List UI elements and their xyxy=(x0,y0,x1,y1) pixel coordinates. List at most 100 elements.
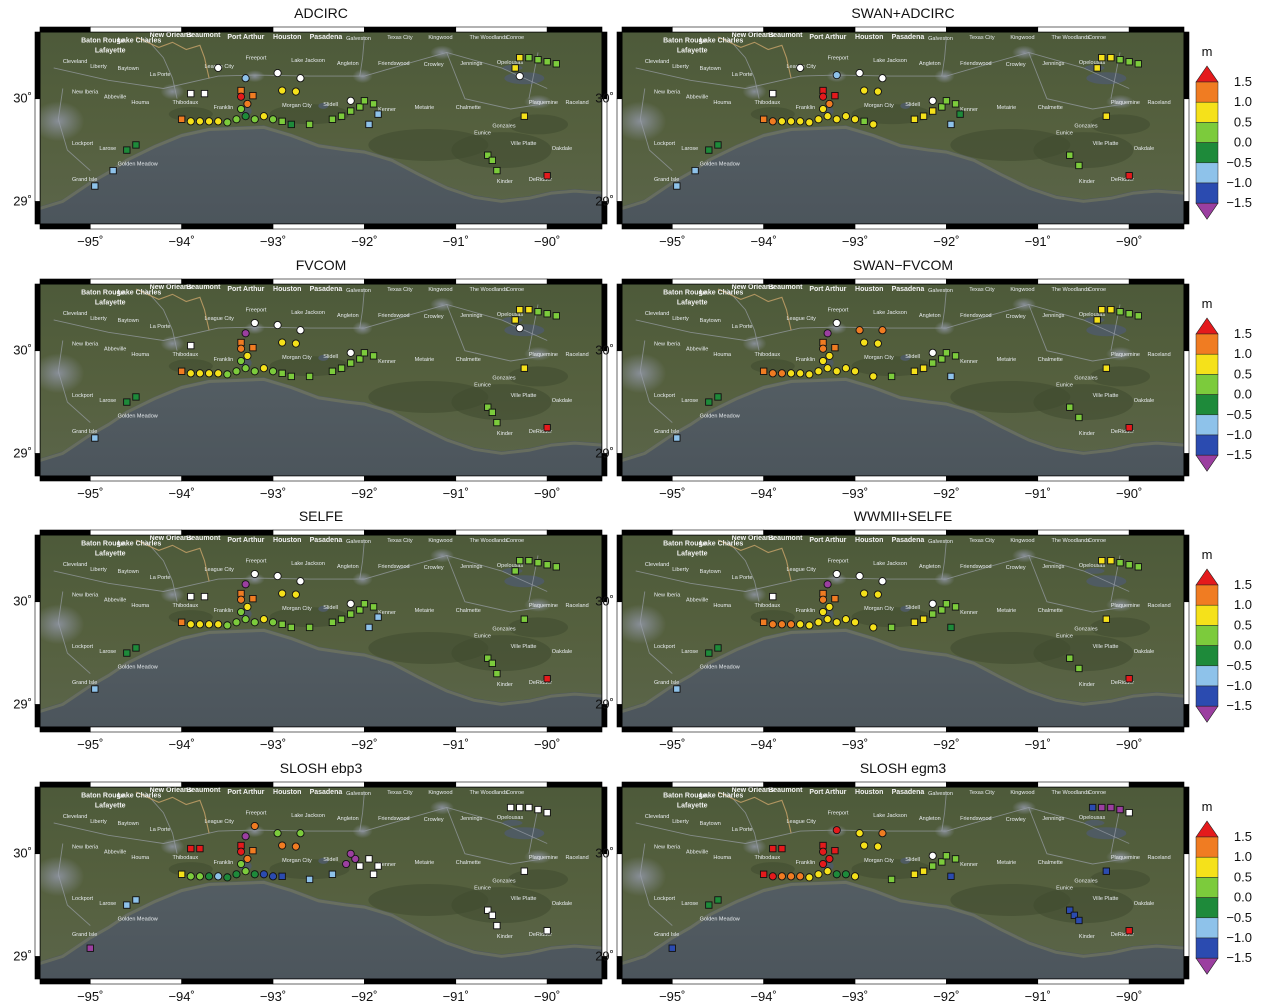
station-marker-circle xyxy=(223,873,232,882)
map-place-label: Port Arthur xyxy=(227,286,264,293)
station-marker-circle xyxy=(243,99,252,108)
station-marker-circle xyxy=(223,621,232,630)
map-place-label: Lafayette xyxy=(95,551,126,558)
frame-band xyxy=(272,529,365,536)
frame-band xyxy=(1128,278,1185,285)
lake xyxy=(900,354,911,361)
map-place-label: Angleton xyxy=(919,816,941,822)
station-marker-square xyxy=(919,364,928,372)
station-marker-square xyxy=(543,424,551,432)
frame-band xyxy=(854,726,947,733)
map-place-label: DeRidder xyxy=(529,177,552,183)
station-marker-square xyxy=(1093,64,1101,72)
map-place-label: Beaumont xyxy=(186,284,221,291)
map-place-label: Angleton xyxy=(919,61,941,67)
station-marker-square xyxy=(132,896,140,904)
highway xyxy=(726,539,760,602)
frame-band xyxy=(854,26,947,33)
frame-band xyxy=(364,978,457,985)
station-marker-square xyxy=(356,103,364,111)
lat-tick-label: 30˚ xyxy=(595,846,614,861)
panel-title: SELFE xyxy=(299,508,343,524)
map-place-label: Kingwood xyxy=(1010,287,1034,293)
station-marker-circle xyxy=(825,854,834,863)
map-place-label: Baytown xyxy=(700,569,721,575)
lat-tick-label: 30˚ xyxy=(595,91,614,106)
map-place-label: Cleveland xyxy=(63,59,87,65)
map-place-label: Eunice xyxy=(474,886,491,892)
station-marker-circle xyxy=(214,872,223,881)
map-place-label: Slidell xyxy=(323,354,338,360)
colorbar-segment xyxy=(1195,877,1219,898)
lon-tick-label: −95˚ xyxy=(77,989,103,1001)
panel-title: SWAN+ADCIRC xyxy=(851,5,954,21)
station-marker-circle xyxy=(346,96,355,105)
station-marker-circle xyxy=(832,115,841,124)
station-marker-circle xyxy=(814,618,823,627)
urban-area xyxy=(622,604,667,645)
frame-band xyxy=(546,223,603,230)
station-marker-circle xyxy=(259,615,268,624)
map-place-label: Larose xyxy=(99,901,116,907)
map-place-label: Abbeville xyxy=(686,95,708,101)
map-place-label: Abbeville xyxy=(104,347,126,353)
map-place-label: Lake Charles xyxy=(700,792,744,799)
colorbar-tick-label: −1.0 xyxy=(1226,678,1252,693)
lat-tick-label: 29˚ xyxy=(13,948,32,963)
frame-band xyxy=(89,726,182,733)
station-marker-square xyxy=(947,623,955,632)
lon-tick-label: −92˚ xyxy=(351,234,377,249)
frame-band xyxy=(1183,853,1190,957)
frame-band xyxy=(1037,475,1130,482)
map-place-label: Baton Rouge xyxy=(663,37,707,44)
station-marker-circle xyxy=(259,364,268,373)
lon-tick-label: −90˚ xyxy=(1116,989,1142,1001)
station-marker-square xyxy=(369,352,378,360)
map-place-label: Franklin xyxy=(214,357,234,363)
station-marker-square xyxy=(249,92,257,100)
station-marker-square xyxy=(488,156,496,164)
frame-band xyxy=(671,781,764,788)
map-place-label: Franklin xyxy=(796,860,816,866)
station-marker-square xyxy=(484,654,492,662)
colorbar-segment xyxy=(1195,917,1219,939)
map-place-label: The Woodlands xyxy=(469,35,508,41)
station-marker-circle xyxy=(346,599,355,608)
station-marker-circle xyxy=(195,620,204,629)
map-place-label: Pasadena xyxy=(310,286,343,293)
lon-tick-label: −93˚ xyxy=(842,486,868,501)
station-marker-square xyxy=(705,146,713,154)
lat-tick-label: 29˚ xyxy=(13,193,32,208)
frame-band xyxy=(601,786,608,855)
map-place-label: Houston xyxy=(855,34,883,41)
station-marker-circle xyxy=(296,74,305,83)
map-place-label: Grand Isle xyxy=(654,932,679,938)
colorbar-segment xyxy=(1195,353,1219,375)
station-marker-circle xyxy=(818,104,828,114)
map-place-label: Cleveland xyxy=(63,311,87,317)
station-marker-square xyxy=(1134,312,1142,320)
map-place-label: Kingwood xyxy=(428,287,452,293)
frame-band xyxy=(1128,26,1185,33)
frame-band xyxy=(671,529,764,536)
colorbar-segment xyxy=(1195,625,1219,646)
map-place-label: Cleveland xyxy=(645,59,669,65)
station-marker-square xyxy=(929,359,937,367)
map-place-label: Friendswood xyxy=(960,564,992,570)
highway xyxy=(1028,304,1125,362)
map-place-label: Gonzales xyxy=(492,878,515,884)
highway xyxy=(57,843,91,926)
map-place-label: Jennings xyxy=(1042,61,1064,67)
marsh-patch xyxy=(1090,869,1151,890)
map-place-label: New Iberia xyxy=(654,593,681,599)
map-place-label: DeRidder xyxy=(1111,429,1134,435)
colorbar-tick-label: 0.5 xyxy=(1234,617,1252,632)
station-marker-circle xyxy=(860,338,869,347)
lon-tick-label: −94˚ xyxy=(168,486,194,501)
station-marker-circle xyxy=(186,620,195,629)
station-marker-circle xyxy=(214,117,223,126)
map-place-label: Oakdale xyxy=(552,146,573,152)
station-marker-circle xyxy=(832,826,841,835)
map-place-label: Plaquemine xyxy=(529,603,558,609)
station-marker-circle xyxy=(351,854,360,863)
